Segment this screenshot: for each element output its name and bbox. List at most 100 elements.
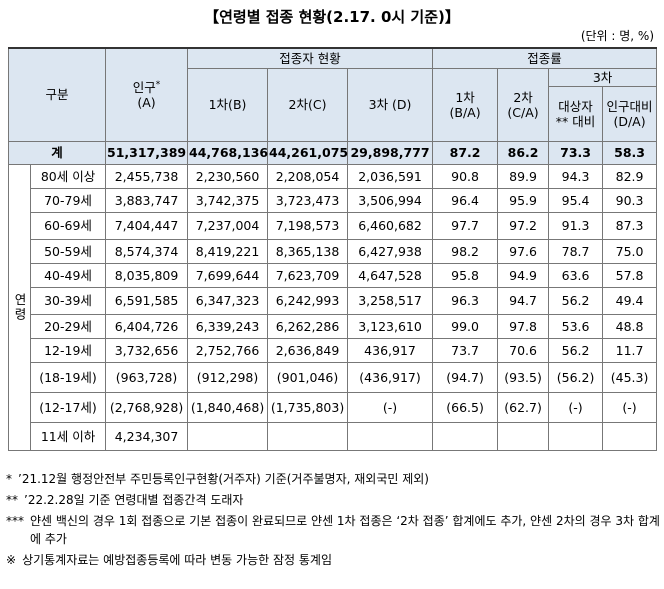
cell: 97.2 (497, 211, 550, 240)
cell: 94.7 (497, 286, 550, 315)
cell: 6,460,682 (347, 211, 434, 240)
data-row: 60-69세 7,404,447 7,237,004 7,198,573 6,460,6… (9, 211, 658, 240)
cell: (-) (347, 391, 434, 423)
cell: (1,840,468) (187, 391, 269, 423)
cell: 73.3 (548, 140, 604, 165)
row-label: 30-39세 (29, 286, 107, 315)
cell: 98.2 (432, 238, 499, 264)
cell: 7,198,573 (267, 211, 349, 240)
cell: (93.5) (497, 361, 550, 393)
cell: 95.4 (548, 187, 604, 213)
header-cell: 2차(C) (267, 67, 349, 142)
header-cell: 접종률 (432, 47, 658, 69)
header-row: 1차(B) 2차(C) 3차 (D) 1차 (B/A) 2차 (C/A) 3차 (9, 67, 658, 142)
cell: 6,591,585 (105, 286, 189, 315)
total-row: 계 51,317,389 44,768,136 44,261,075 29,898,77… (7, 140, 658, 165)
cell: (94.7) (432, 361, 499, 393)
footnote: * ’21.12월 행정안전부 주민등록인구현황(거주자) 기준(거주불명자, 재… (6, 470, 660, 488)
empty-cell (267, 421, 349, 451)
cell: 6,347,323 (187, 286, 269, 315)
cell: (66.5) (432, 391, 499, 423)
cell: (963,728) (105, 361, 189, 393)
cell: 94.3 (548, 163, 604, 189)
cell: 87.3 (602, 211, 658, 240)
cell: 82.9 (602, 163, 658, 189)
footnote: ※ 상기통계자료는 예방접종등록에 따라 변동 가능한 잠정 통계임 (6, 551, 660, 569)
row-label: 70-79세 (29, 187, 107, 213)
cell: 96.3 (432, 286, 499, 315)
cell: 97.7 (432, 211, 499, 240)
cell: 97.6 (497, 238, 550, 264)
footnote-text: ’21.12월 행정안전부 주민등록인구현황(거주자) 기준(거주불명자, 재외… (18, 472, 429, 486)
cell: 90.8 (432, 163, 499, 189)
cell: 3,723,473 (267, 187, 349, 213)
row-label: 50-59세 (29, 238, 107, 264)
cell: 2,230,560 (187, 163, 269, 189)
data-row: 40-49세 8,035,809 7,699,644 7,623,709 4,647,5… (9, 262, 658, 288)
cell: 8,365,138 (267, 238, 349, 264)
cell: 3,742,375 (187, 187, 269, 213)
cell: 6,242,993 (267, 286, 349, 315)
cell: (-) (548, 391, 604, 423)
cell: (436,917) (347, 361, 434, 393)
footnote-text: 상기통계자료는 예방접종등록에 따라 변동 가능한 잠정 통계임 (22, 553, 332, 567)
cell: 58.3 (602, 140, 658, 165)
header-cell: 3차 (D) (347, 67, 434, 142)
header-cell: 접종자 현황 (187, 47, 434, 69)
cell: 97.8 (497, 313, 550, 339)
header-cell: 구분 (7, 47, 107, 142)
cell: 11.7 (602, 337, 658, 363)
cell: 3,732,656 (105, 337, 189, 363)
cell: 56.2 (548, 286, 604, 315)
cell: 6,404,726 (105, 313, 189, 339)
row-label: (18-19세) (29, 361, 107, 393)
empty-cell (347, 421, 434, 451)
empty-cell (548, 421, 604, 451)
cell: 8,419,221 (187, 238, 269, 264)
cell: 3,883,747 (105, 187, 189, 213)
cell: 3,258,517 (347, 286, 434, 315)
cell: (62.7) (497, 391, 550, 423)
cell: 53.6 (548, 313, 604, 339)
data-row: 50-59세 8,574,374 8,419,221 8,365,138 6,427,9… (9, 238, 658, 264)
title: 【연령별 접종 현황(2.17. 0시 기준)】 (204, 8, 460, 26)
empty-cell (187, 421, 269, 451)
cell: 2,208,054 (267, 163, 349, 189)
cell: 73.7 (432, 337, 499, 363)
cell: (912,298) (187, 361, 269, 393)
cell: 90.3 (602, 187, 658, 213)
cell: 99.0 (432, 313, 499, 339)
cell: 8,574,374 (105, 238, 189, 264)
cell: 3,123,610 (347, 313, 434, 339)
cell: (1,735,803) (267, 391, 349, 423)
cell: 2,455,738 (105, 163, 189, 189)
cell: 2,036,591 (347, 163, 434, 189)
cell: 44,768,136 (187, 140, 268, 165)
data-row: 12-19세 3,732,656 2,752,766 2,636,849 436,917… (9, 337, 658, 363)
footnotes: * ’21.12월 행정안전부 주민등록인구현황(거주자) 기준(거주불명자, 재… (6, 470, 660, 572)
cell: 48.8 (602, 313, 658, 339)
header-cell: 대상자 ** 대비 (548, 85, 604, 142)
cell: 4,234,307 (105, 421, 189, 451)
header-cell: 2차 (C/A) (497, 67, 550, 142)
cell: 87.2 (432, 140, 499, 165)
cell: 7,623,709 (267, 262, 349, 288)
cell: 49.4 (602, 286, 658, 315)
footnote-text: ’22.2.28일 기준 연령대별 접종간격 도래자 (24, 493, 244, 507)
group-label: 연령 (8, 163, 31, 451)
cell: (901,046) (267, 361, 349, 393)
footnote-mark: * (155, 79, 161, 90)
header-cell: 1차 (B/A) (432, 67, 499, 142)
cell: (45.3) (602, 361, 658, 393)
cell: 6,262,286 (267, 313, 349, 339)
header-text: (A) (137, 94, 156, 110)
cell: 2,636,849 (267, 337, 349, 363)
row-label: 20-29세 (29, 313, 107, 339)
header-cell: 인구대비 (D/A) (602, 85, 658, 142)
cell: 70.6 (497, 337, 550, 363)
cell: 4,647,528 (347, 262, 434, 288)
cell: 89.9 (497, 163, 550, 189)
header-cell: 1차(B) (187, 67, 269, 142)
cell: (56.2) (548, 361, 604, 393)
